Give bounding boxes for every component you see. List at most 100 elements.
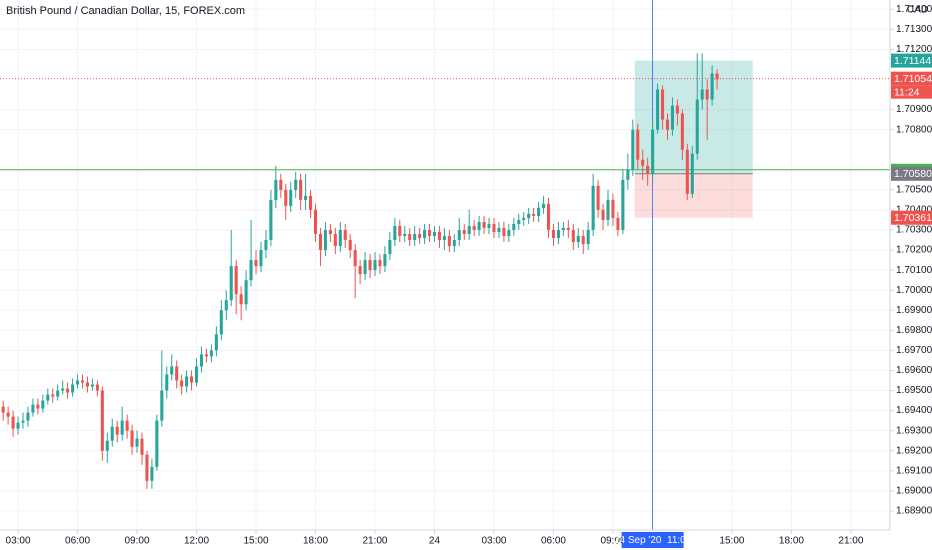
last-price-label-bg [891,71,932,86]
candle-body [522,217,526,220]
y-tick-label: 1.69600 [896,365,932,376]
y-tick-label: 1.71400 [896,4,932,15]
candle-body [309,195,313,210]
candle-body [11,416,15,429]
candle-body [665,119,670,130]
candle-body [626,169,630,180]
candle-body [423,229,427,239]
y-tick-label: 1.69700 [896,345,932,356]
candle-body [492,223,496,232]
candle-body [646,165,650,174]
candle-body [229,266,233,301]
candle-body [368,260,372,271]
candle-body [41,400,45,409]
candle-body [105,440,109,451]
candle-body [452,240,456,247]
candle-body [254,260,258,267]
candle-body [596,185,600,210]
candle-body [581,236,585,245]
x-tick-label: 12:00 [184,536,209,547]
candle-body [90,384,94,387]
stop-price-label: 1.70361 [894,212,932,224]
candle-body [467,225,471,234]
x-tick-label: 06:00 [541,536,566,547]
candle-body [214,334,218,351]
candle-body [95,384,99,391]
candle-body [6,412,10,417]
candle-body [209,350,213,357]
target-price-label: 1.71144 [894,55,931,67]
x-tick-label: 21:00 [362,536,387,547]
candle-body [606,199,610,220]
candle-body [363,260,367,275]
candle-body [447,236,451,247]
x-tick-label: 24 [429,536,441,547]
candle-body [705,89,709,100]
candle-body [194,366,199,383]
candle-body [546,203,551,230]
candle-body [100,390,104,451]
candle-body [621,179,625,230]
grid [0,0,890,530]
x-tick-label: 03:00 [481,536,506,547]
candle-body [299,179,303,200]
y-tick-label: 1.69800 [896,325,932,336]
candle-body [551,229,556,239]
y-tick-label: 1.70000 [896,285,932,296]
y-tick-label: 1.69400 [896,405,932,416]
y-tick-label: 1.69300 [896,425,932,436]
candle-body [601,209,605,220]
candle-body [244,280,248,305]
candle-body [16,422,20,429]
y-tick-label: 1.68900 [896,506,932,517]
candle-body [61,388,65,391]
candle-body [155,420,159,467]
candle-body [51,394,55,397]
candle-body [264,240,268,251]
y-tick-label: 1.70900 [896,104,932,115]
candle-body [561,227,565,230]
candle-body [76,380,80,385]
chart-title: British Pound / Canadian Dollar, 15, FOR… [6,5,245,17]
candle-body [457,229,461,241]
y-tick-label: 1.70300 [896,225,932,236]
candle-body [328,229,332,234]
candle-body [274,179,278,200]
candle-body [165,374,169,391]
candle-body [413,233,417,241]
candle-body [125,420,129,431]
candle-body [140,438,144,455]
candle-body [110,426,114,441]
candle-body [219,310,223,335]
countdown-bg [891,85,932,99]
candle-body [80,380,85,383]
candle-body [432,231,437,237]
candle-body [204,354,208,357]
candle-body [477,221,481,230]
candle-body [695,99,699,154]
candle-body [656,89,660,130]
candle-body [690,153,694,194]
candle-body [190,376,194,383]
candle-body [175,366,179,381]
candle-body [532,213,536,216]
candle-body [383,254,387,267]
entry-price-label: 1.70580 [894,168,932,180]
candle-body [185,376,189,387]
candle-body [180,380,184,387]
candle-body [408,233,412,241]
x-tick-label: 21:00 [838,536,863,547]
candle-body [130,430,134,447]
candle-body [442,236,446,241]
candle-body [398,225,402,237]
candle-body [313,209,318,234]
y-tick-label: 1.70500 [896,184,932,195]
candle-body [71,384,75,393]
candle-body [685,149,689,194]
time-axis-bg [0,530,932,550]
candle-body [591,185,595,230]
countdown-label: 11:24 [894,86,920,98]
x-tick-label: 18:00 [303,536,328,547]
